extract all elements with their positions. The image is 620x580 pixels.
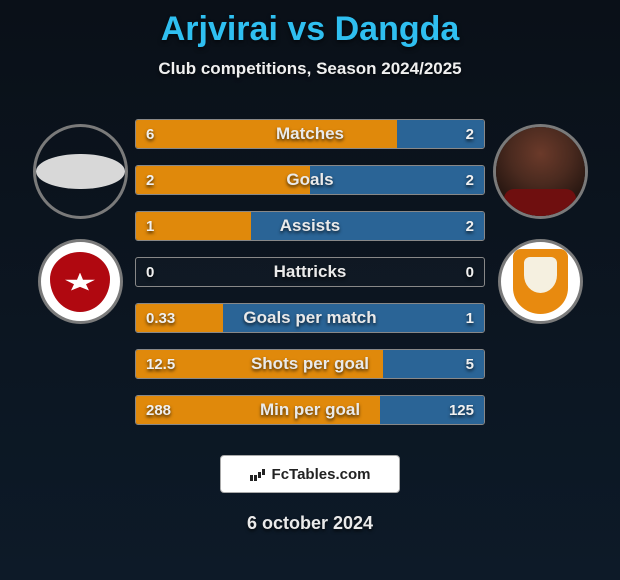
stat-row: Hattricks 0 0 [135, 257, 485, 287]
comparison-card: Arjvirai vs Dangda Club competitions, Se… [0, 0, 620, 580]
stat-value-left: 6 [146, 126, 154, 143]
stat-value-right: 5 [466, 356, 474, 373]
player-avatar-right[interactable] [493, 124, 588, 219]
player-avatar-left[interactable] [33, 124, 128, 219]
fctables-link[interactable]: FcTables.com [220, 455, 400, 493]
stat-value-left: 0.33 [146, 310, 175, 327]
stat-value-right: 125 [449, 402, 474, 419]
stat-row: Goals per match 0.33 1 [135, 303, 485, 333]
stat-value-left: 2 [146, 172, 154, 189]
stats-area: Matches 6 2 Goals 2 2 Assists 1 2 Hattricks 0 0 Goal… [0, 119, 620, 425]
stat-value-right: 2 [466, 218, 474, 235]
bar-left [136, 120, 397, 148]
club-badge-left[interactable] [38, 239, 123, 324]
stat-bars: Matches 6 2 Goals 2 2 Assists 1 2 Hattricks 0 0 Goal… [135, 119, 485, 425]
stat-label: Goals per match [243, 308, 376, 328]
stat-value-right: 2 [466, 172, 474, 189]
stat-label: Matches [276, 124, 344, 144]
stat-label: Min per goal [260, 400, 360, 420]
stat-row: Matches 6 2 [135, 119, 485, 149]
stat-value-left: 0 [146, 264, 154, 281]
stat-value-left: 12.5 [146, 356, 175, 373]
bar-chart-icon [250, 467, 268, 481]
stat-value-right: 2 [466, 126, 474, 143]
left-column [25, 119, 135, 324]
right-column [485, 119, 595, 324]
avatar-placeholder-icon [36, 154, 125, 190]
page-title: Arjvirai vs Dangda [161, 10, 460, 49]
stat-value-right: 1 [466, 310, 474, 327]
stat-row: Goals 2 2 [135, 165, 485, 195]
stat-value-left: 288 [146, 402, 171, 419]
stat-value-left: 1 [146, 218, 154, 235]
stat-row: Min per goal 288 125 [135, 395, 485, 425]
stat-label: Goals [286, 170, 333, 190]
bangkok-glass-badge-icon [513, 249, 568, 314]
muangthong-badge-icon [50, 252, 110, 312]
bar-left [136, 166, 310, 194]
bar-right [310, 166, 484, 194]
stat-value-right: 0 [466, 264, 474, 281]
stat-row: Assists 1 2 [135, 211, 485, 241]
stat-row: Shots per goal 12.5 5 [135, 349, 485, 379]
avatar-dangda-icon [496, 127, 585, 216]
club-badge-right[interactable] [498, 239, 583, 324]
date-text: 6 october 2024 [247, 513, 373, 534]
stat-label: Shots per goal [251, 354, 369, 374]
stat-label: Hattricks [274, 262, 347, 282]
stat-label: Assists [280, 216, 340, 236]
subtitle: Club competitions, Season 2024/2025 [158, 59, 461, 79]
brand-text: FcTables.com [272, 466, 371, 483]
